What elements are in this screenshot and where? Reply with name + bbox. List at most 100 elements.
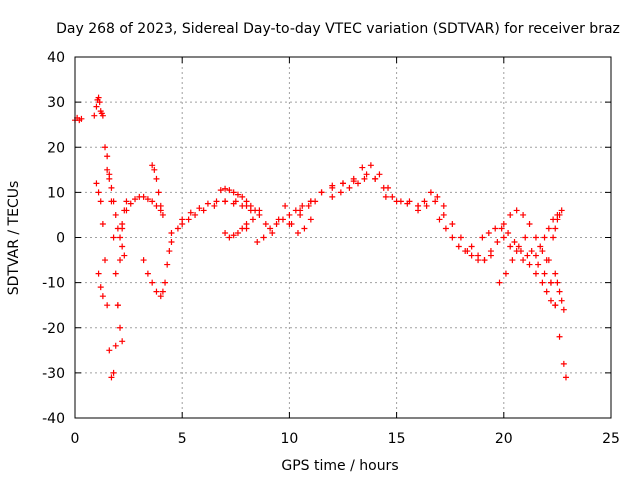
data-point — [513, 248, 520, 255]
data-point — [282, 202, 289, 209]
data-point — [307, 216, 314, 223]
data-point — [254, 239, 261, 246]
data-point — [104, 302, 111, 309]
data-point — [211, 202, 218, 209]
data-point — [479, 234, 486, 241]
data-point — [226, 234, 233, 241]
data-point — [554, 216, 561, 223]
data-point — [556, 333, 563, 340]
data-point — [117, 257, 124, 264]
data-point — [532, 270, 539, 277]
data-point — [123, 207, 130, 214]
data-point — [99, 220, 106, 227]
data-point — [299, 202, 306, 209]
data-point — [121, 252, 128, 259]
data-point — [376, 171, 383, 178]
data-point — [273, 220, 280, 227]
data-point — [547, 297, 554, 304]
data-point — [153, 288, 160, 295]
data-point — [112, 342, 119, 349]
data-point — [554, 279, 561, 286]
data-point — [526, 220, 533, 227]
data-point — [539, 279, 546, 286]
data-point — [95, 189, 102, 196]
series-arc-18 — [382, 189, 447, 209]
data-point — [149, 198, 156, 205]
data-point — [144, 196, 151, 203]
data-point — [415, 207, 422, 214]
series-arc-5 — [95, 270, 106, 300]
data-point — [382, 193, 389, 200]
data-point — [106, 175, 113, 182]
data-point — [532, 234, 539, 241]
series-arc-11 — [217, 185, 259, 214]
data-point — [230, 200, 237, 207]
data-point — [267, 225, 274, 232]
data-point — [106, 347, 113, 354]
data-point — [96, 99, 103, 106]
data-point — [558, 297, 565, 304]
series-arc-20 — [436, 216, 494, 264]
data-point — [234, 229, 241, 236]
data-point — [297, 207, 304, 214]
data-point — [187, 209, 194, 216]
data-point — [436, 216, 443, 223]
data-point — [434, 193, 441, 200]
data-point — [502, 270, 509, 277]
data-point — [423, 202, 430, 209]
data-point — [329, 193, 336, 200]
data-point — [108, 184, 115, 191]
y-tick-label: -20 — [42, 321, 65, 337]
data-point — [117, 234, 124, 241]
data-point — [149, 279, 156, 286]
data-point — [144, 270, 151, 277]
data-point — [286, 220, 293, 227]
data-point — [558, 207, 565, 214]
data-point — [552, 302, 559, 309]
data-point — [537, 243, 544, 250]
y-tick-label: 40 — [47, 50, 65, 66]
data-point — [318, 189, 325, 196]
series-arc-22 — [479, 225, 531, 259]
data-point — [166, 248, 173, 255]
data-point — [468, 252, 475, 259]
data-point — [119, 243, 126, 250]
data-point — [361, 175, 368, 182]
data-point — [102, 257, 109, 264]
data-point — [110, 198, 117, 205]
data-point — [110, 369, 117, 376]
x-tick-label: 25 — [602, 431, 620, 447]
y-tick-label: 0 — [56, 231, 65, 247]
y-tick-label: 20 — [47, 140, 65, 156]
data-point — [155, 189, 162, 196]
data-point — [543, 257, 550, 264]
data-point — [243, 225, 250, 232]
data-point — [78, 115, 85, 122]
series-arc-28 — [550, 207, 565, 241]
data-point — [535, 261, 542, 268]
y-tick-label: -30 — [42, 366, 65, 382]
data-point — [498, 225, 505, 232]
data-point — [93, 103, 100, 110]
data-point — [149, 162, 156, 169]
data-point — [230, 232, 237, 239]
data-point — [520, 257, 527, 264]
data-point — [153, 175, 160, 182]
plot-frame — [74, 56, 612, 419]
data-point — [239, 202, 246, 209]
data-point — [496, 279, 503, 286]
y-tick-label: -40 — [42, 411, 65, 427]
data-point — [164, 261, 171, 268]
data-point — [204, 200, 211, 207]
data-point — [372, 175, 379, 182]
data-point — [217, 187, 224, 194]
data-point — [545, 225, 552, 232]
data-point — [179, 216, 186, 223]
data-point — [213, 198, 220, 205]
data-point — [505, 229, 512, 236]
data-point — [117, 324, 124, 331]
chart-title: Day 268 of 2023, Sidereal Day-to-day VTE… — [56, 21, 620, 37]
data-point — [192, 211, 199, 218]
x-axis-label: GPS time / hours — [281, 458, 398, 474]
